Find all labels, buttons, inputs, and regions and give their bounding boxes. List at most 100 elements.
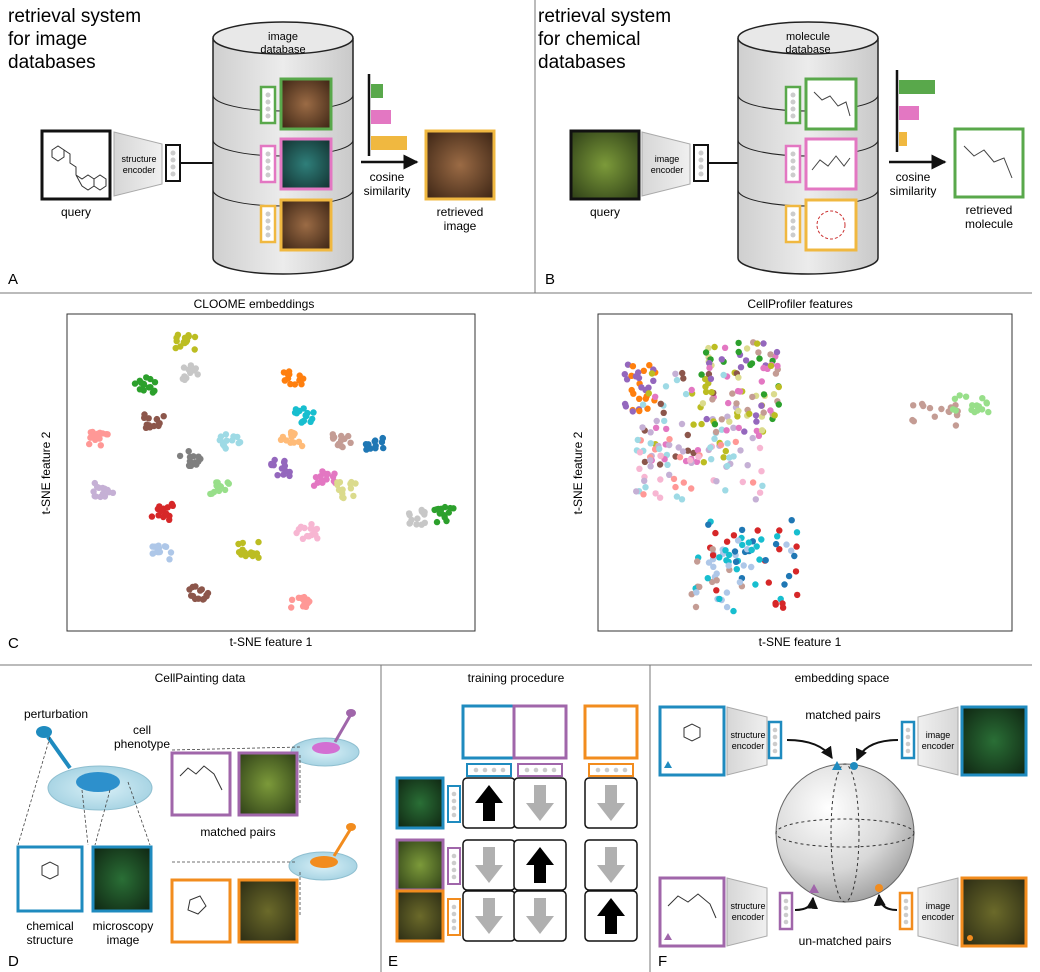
query-embedding-vector bbox=[165, 144, 181, 182]
scatter-point bbox=[735, 374, 742, 381]
vector-dot bbox=[542, 767, 548, 773]
scatter-point bbox=[305, 533, 312, 540]
panel-c: CLOOME embeddings t-SNE feature 1 t-SNE … bbox=[8, 297, 1013, 652]
scatter-point bbox=[783, 541, 790, 548]
scatter-point bbox=[711, 435, 718, 442]
scatter-point bbox=[109, 489, 117, 496]
scatter-point bbox=[166, 556, 173, 563]
db-molecule-pink bbox=[804, 137, 858, 191]
scatter-point bbox=[711, 421, 719, 428]
scatter-point bbox=[749, 434, 756, 442]
scatter-point bbox=[752, 496, 759, 503]
scatter-point bbox=[692, 603, 700, 611]
scatter-point bbox=[652, 490, 659, 497]
scatter-point bbox=[186, 586, 193, 593]
scatter-point bbox=[718, 356, 725, 363]
cellprofiler-plot-title: CellProfiler features bbox=[747, 297, 852, 311]
scatter-point bbox=[628, 386, 635, 394]
scatter-point bbox=[210, 488, 218, 496]
panel-a-sim-line-2: similarity bbox=[364, 184, 411, 198]
panel-b-title-line-2: for chemical bbox=[538, 29, 640, 50]
scatter-point bbox=[776, 527, 783, 534]
scatter-point bbox=[314, 535, 321, 542]
micro-line-1: microscopy bbox=[93, 919, 154, 933]
scatter-point bbox=[781, 581, 788, 588]
scatter-point bbox=[700, 459, 707, 466]
scatter-point bbox=[788, 547, 795, 554]
scatter-point bbox=[624, 361, 632, 368]
scatter-point bbox=[213, 482, 220, 489]
scatter-point bbox=[642, 484, 649, 491]
scatter-point bbox=[718, 426, 725, 433]
scatter-point bbox=[734, 413, 741, 420]
scatter-point bbox=[97, 442, 105, 449]
panel-a-db-line-2: database bbox=[260, 44, 305, 56]
training-molecule bbox=[583, 704, 639, 760]
scatter-point bbox=[418, 506, 425, 514]
scatter-point bbox=[760, 340, 767, 347]
scatter-point bbox=[639, 401, 647, 408]
panel-a-encoder-line-1: structure bbox=[121, 154, 156, 164]
scatter-point bbox=[962, 393, 970, 400]
panel-e: training procedure E bbox=[388, 671, 639, 970]
petri-dish-icon bbox=[47, 765, 153, 811]
scatter-point bbox=[310, 526, 317, 533]
scatter-point bbox=[447, 504, 454, 512]
scatter-point bbox=[647, 457, 654, 464]
scatter-point bbox=[702, 375, 709, 383]
panel-a-title-line-1: retrieval system bbox=[8, 6, 141, 27]
db-image-yellow bbox=[279, 198, 333, 252]
scatter-point bbox=[736, 579, 744, 586]
scatter-point bbox=[767, 362, 775, 369]
scatter-point bbox=[910, 402, 917, 409]
scatter-point bbox=[379, 435, 386, 442]
scatter-point bbox=[699, 400, 707, 407]
similarity-bar-green bbox=[371, 84, 383, 98]
scatter-point bbox=[698, 420, 705, 428]
scatter-point bbox=[217, 433, 225, 440]
scatter-point bbox=[793, 543, 800, 550]
scatter-point bbox=[702, 383, 709, 390]
scatter-point bbox=[99, 430, 106, 437]
db-molecule-yellow bbox=[804, 198, 858, 252]
scatter-point bbox=[173, 337, 180, 345]
scatter-point bbox=[242, 552, 249, 560]
scatter-point bbox=[760, 409, 767, 416]
scatter-point bbox=[298, 442, 306, 450]
vector-dot bbox=[524, 767, 530, 773]
scatter-point bbox=[235, 549, 243, 556]
scatter-point bbox=[298, 419, 305, 426]
scatter-point bbox=[738, 526, 746, 534]
similarity-bar-pink bbox=[371, 110, 391, 124]
panel-b-db-line-1: molecule bbox=[786, 31, 830, 43]
scatter-point bbox=[90, 488, 97, 495]
panel-b-result-line-2: molecule bbox=[965, 217, 1013, 231]
panel-b: retrieval system for chemical databases qu… bbox=[538, 6, 1025, 288]
training-molecule-vector bbox=[517, 763, 563, 777]
query-label: query bbox=[61, 205, 91, 219]
scatter-point bbox=[687, 457, 694, 464]
scatter-point bbox=[779, 600, 786, 607]
scatter-point bbox=[979, 395, 986, 402]
scatter-point bbox=[749, 479, 757, 486]
unmatched-pairs-label-f: un-matched pairs bbox=[799, 934, 892, 948]
scatter-point bbox=[690, 421, 697, 428]
scatter-point bbox=[636, 395, 643, 402]
similarity-bar-yellow bbox=[371, 136, 407, 150]
scatter-point bbox=[286, 371, 293, 378]
scatter-point bbox=[723, 603, 731, 611]
scatter-point bbox=[646, 362, 653, 369]
scatter-point bbox=[755, 349, 762, 356]
micro-line-2: image bbox=[107, 933, 140, 947]
scatter-point bbox=[341, 435, 348, 443]
scatter-point bbox=[301, 524, 308, 532]
scatter-point bbox=[735, 424, 742, 432]
vector-dot bbox=[551, 767, 557, 773]
structure-encoder-shape bbox=[113, 131, 163, 197]
scatter-point bbox=[753, 427, 760, 435]
scatter-point bbox=[706, 359, 713, 367]
